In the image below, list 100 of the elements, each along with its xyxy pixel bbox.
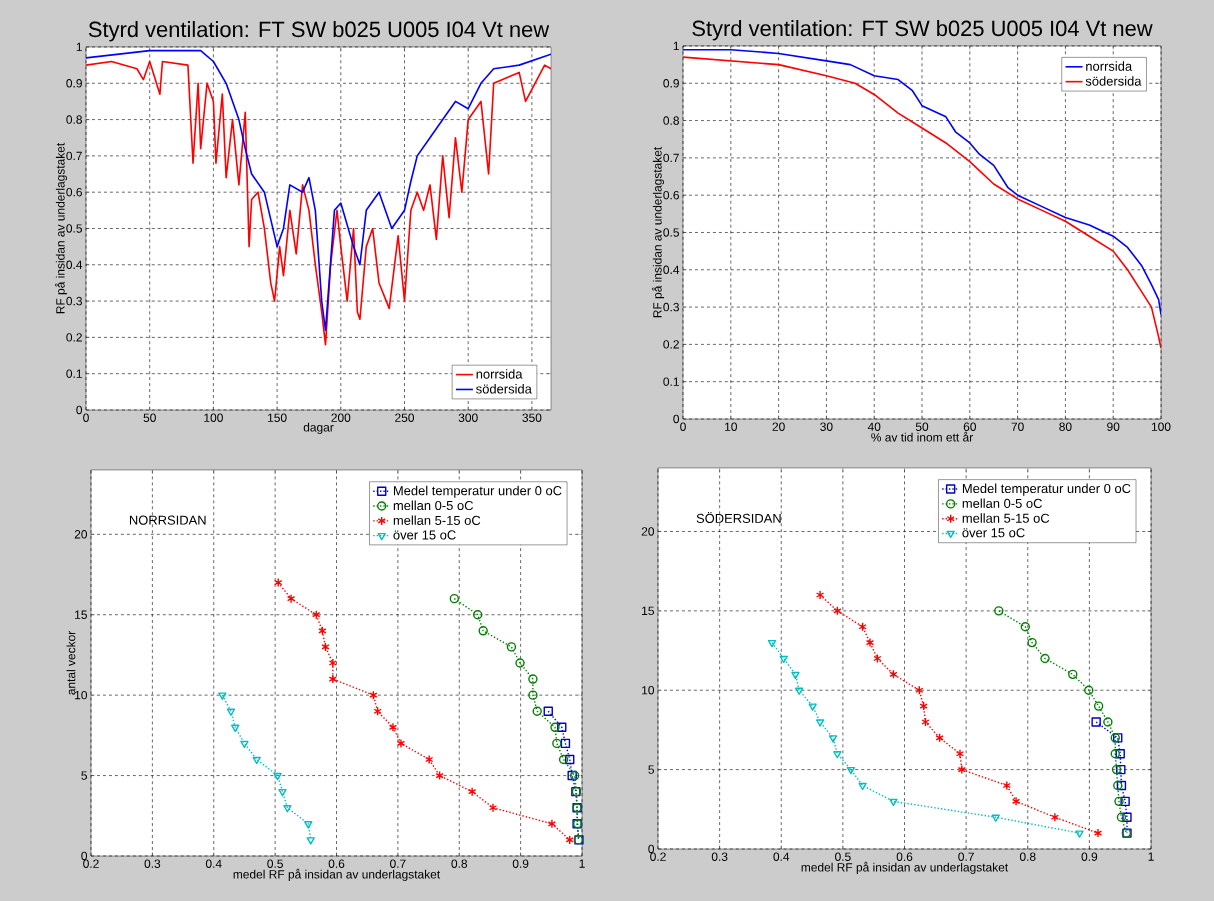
x-tick-label: 300 [458, 413, 478, 422]
point [935, 733, 944, 743]
legend-label: södersida [1085, 76, 1142, 86]
point [273, 772, 282, 781]
point [547, 819, 557, 829]
y-axis-title: antal veckor [66, 630, 76, 695]
point [1110, 749, 1120, 759]
point [1116, 764, 1126, 775]
point [550, 722, 560, 733]
point [994, 606, 1004, 616]
y-tick-label: 15 [642, 606, 654, 616]
point [808, 703, 817, 711]
point [472, 610, 483, 620]
point [1002, 780, 1011, 791]
y-tick-label: 10 [642, 686, 655, 695]
point [955, 749, 965, 759]
x-tick-label: 0 [680, 422, 686, 431]
x-tick-label: 30 [820, 422, 833, 431]
point [425, 754, 434, 765]
point [286, 593, 296, 604]
point [1093, 701, 1104, 711]
point [318, 626, 327, 636]
point [435, 770, 444, 781]
point [846, 766, 856, 775]
point [915, 685, 924, 695]
x-tick-label: 80 [1059, 422, 1072, 431]
point [532, 706, 542, 716]
point [552, 738, 562, 749]
y-tick-label: 0.8 [663, 116, 679, 125]
point [278, 788, 287, 797]
y-tick-label: 1 [673, 41, 679, 51]
y-tick-label: 0 [648, 844, 655, 854]
x-tick-label: 10 [725, 422, 737, 431]
legend-label: mellan 0-5 oC [393, 500, 474, 511]
point [449, 593, 460, 604]
point [1091, 717, 1101, 727]
point [815, 719, 825, 727]
point [833, 606, 842, 616]
point [1027, 637, 1037, 648]
point [373, 706, 382, 716]
x-tick-label: 0.6 [328, 859, 345, 868]
x-tick-label: 0.6 [896, 852, 913, 861]
legend-label: över 15 oC [962, 528, 1025, 538]
y-tick-label: 0.2 [663, 340, 679, 349]
point [1116, 780, 1127, 791]
point [815, 590, 825, 600]
y-tick-label: 0.4 [663, 265, 680, 274]
point [558, 754, 569, 765]
x-tick-label: 0.4 [205, 859, 222, 868]
legend-label: norrsida [1086, 61, 1133, 71]
y-tick-label: 20 [74, 530, 88, 539]
point [1111, 764, 1122, 775]
point [858, 782, 867, 791]
point [306, 837, 315, 845]
point [921, 717, 930, 727]
x-tick-label: 200 [331, 413, 351, 422]
y-tick-label: 1 [76, 42, 82, 52]
point [873, 653, 882, 664]
y-tick-label: 0.7 [663, 153, 679, 163]
x-tick-label: 0.8 [1019, 852, 1036, 861]
point [1075, 830, 1084, 838]
point [1040, 653, 1050, 664]
point [828, 735, 838, 743]
legend-label: mellan 5-15 oC [962, 513, 1050, 523]
annotation: SÖDERSIDAN [696, 512, 781, 523]
point [1084, 685, 1094, 695]
x-tick-label: 60 [963, 422, 976, 431]
point [231, 724, 240, 733]
point [889, 669, 898, 680]
point [1114, 796, 1124, 807]
y-tick-label: 0.2 [66, 333, 82, 342]
point [528, 690, 538, 700]
y-tick-label: 0.4 [66, 260, 83, 270]
point [506, 642, 517, 652]
point [565, 835, 574, 845]
point [1103, 717, 1113, 727]
y-tick-label: 10 [75, 690, 88, 700]
y-tick-label: 20 [641, 527, 655, 536]
x-tick-label: 0.3 [144, 859, 161, 868]
x-tick-label: 0.3 [711, 852, 728, 861]
y-tick-label: 0.9 [663, 79, 679, 88]
x-tick-label: 0.5 [267, 859, 283, 868]
y-tick-label: 15 [75, 610, 87, 619]
point [1050, 812, 1060, 822]
x-tick-label: 0.9 [1081, 852, 1098, 861]
legend-label: över 15 oC [393, 530, 456, 540]
point [328, 658, 337, 668]
chart-title: Styrd ventilation: FT SW b025 U005 I04 Vt new [692, 20, 1153, 41]
y-tick-label: 0.5 [663, 228, 679, 237]
x-tick-label: 40 [867, 422, 881, 431]
point [543, 706, 553, 716]
x-tick-label: 1 [579, 859, 585, 868]
y-tick-label: 5 [81, 771, 87, 780]
point [1116, 812, 1127, 822]
x-axis-title: medel RF på insidan av underlagstaket [233, 868, 441, 881]
legend-label: Medel temperatur under 0 oC [962, 483, 1131, 496]
x-tick-label: 0.7 [390, 859, 406, 868]
point [283, 805, 292, 813]
point [312, 610, 321, 620]
point [226, 708, 236, 716]
